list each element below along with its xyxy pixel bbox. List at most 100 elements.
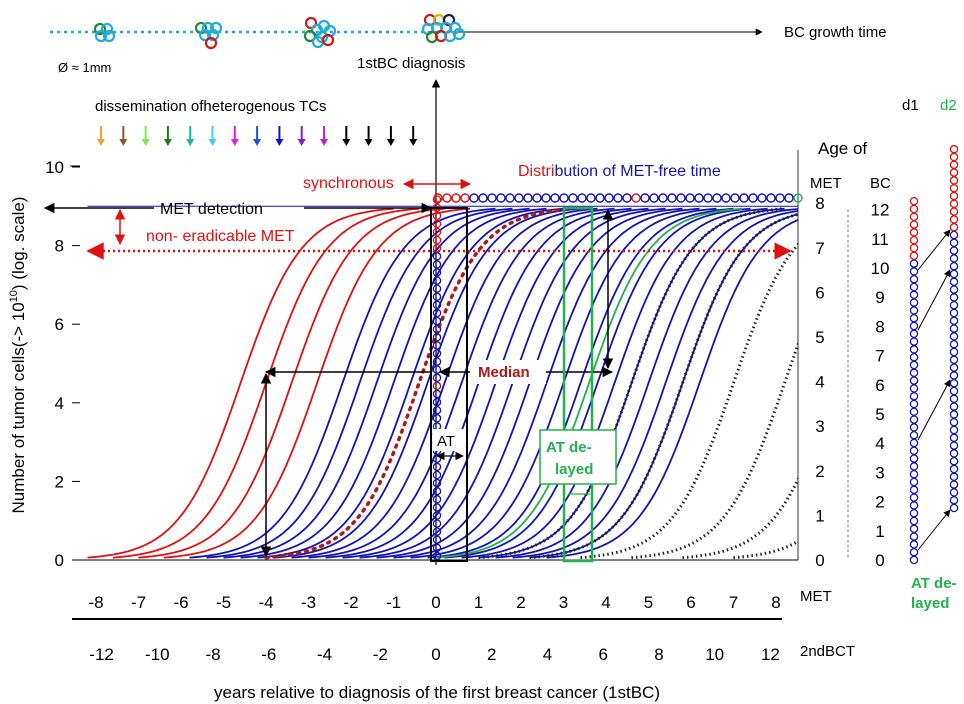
d1-circle [909,321,919,331]
x-tick-met: 0 [431,593,440,612]
x-tick-met: -8 [88,593,103,612]
vertical-circle [432,252,442,261]
age-met-tick: 5 [815,328,824,347]
dissemination-arrowhead [97,139,105,146]
tumor-cell [303,29,317,43]
vertical-circle [432,300,442,310]
tumor-cell [102,29,116,43]
x-tick-met: 1 [474,593,483,612]
x-tick-2ndbct: -12 [89,645,114,664]
d1-circle [909,259,919,268]
d1-circle [909,243,919,253]
distribution-circle [766,193,776,203]
distribution-circle [541,193,551,203]
d1-circle [909,204,919,214]
x-tick-met: 7 [729,593,738,612]
x-tick-2ndbct: 0 [431,645,440,664]
tumor-cell [204,36,218,50]
d2-circle [949,402,959,411]
x-tick-met: -5 [216,593,231,612]
blue-growth-curve [495,208,798,559]
blue-growth-curve [189,207,496,559]
distribution-circle [676,193,686,203]
tumor-cluster-2 [194,21,223,50]
age-met-ticks: 0 1 2 3 4 5 6 7 8 [815,194,849,570]
y-axis-label: Number of tumor cells(-> 1010) (log. sca… [8,197,28,514]
age-bc-tick: 3 [875,463,884,482]
vertical-circle [432,211,442,221]
tumor-cluster-4 [421,13,466,44]
at-box [430,207,468,562]
blue-growth-curve [427,207,734,559]
d2-circle [949,144,959,154]
age-bc-tick: 2 [875,493,884,512]
d1-circle [909,298,919,307]
blue-growth-curve [240,207,547,559]
age-bc-tick: 9 [875,288,884,307]
d2-circle [949,277,959,287]
dotted-delayed-curve [631,340,798,560]
d2-circle [949,199,959,209]
tumor-cell [206,28,220,42]
age-bc-tick: 5 [875,405,884,424]
vertical-circle [432,478,442,488]
x-tick-met: 6 [686,593,695,612]
d2-circle [949,480,959,489]
d1-circle [909,524,919,534]
distribution-circle [784,193,794,203]
d1-circle [909,384,919,393]
x-tick-met: -1 [386,593,401,612]
vertical-circle [432,276,442,285]
distribution-circle [748,193,758,203]
ladder-arrow [917,379,951,441]
x-tick-met: 2 [516,593,525,612]
distribution-circle [595,193,605,203]
age-met-tick: 4 [815,373,824,392]
vertical-circle [432,365,442,374]
y-tick-label: 4 [55,394,64,413]
d2-circle [949,191,959,201]
d2-circle [949,207,959,216]
dotted-delayed-curve [580,242,798,560]
d-ladder-arrows [917,229,951,551]
y-tick-label: 0 [55,551,64,570]
vertical-circle [432,381,442,391]
distribution-circle [586,193,596,203]
d1-circle [909,446,919,456]
d1-circle [909,360,919,370]
dissemination-arrowhead [342,139,351,146]
d2-circle [949,449,959,458]
dissemination-arrowhead [163,139,172,146]
blue-growth-curve [257,207,564,559]
d2-circle [949,456,959,466]
x-axis-2ndbct: -12 -10 -8 -6 -4 -2 0 2 4 6 8 10 12 [89,645,780,664]
d2-circle [949,495,959,505]
distribution-circle [721,193,731,203]
vertical-circle [432,551,442,561]
vertical-circle [432,503,442,512]
age-met-tick: 7 [815,239,824,258]
vertical-circle [432,414,442,423]
distribution-circle [505,193,515,203]
blue-growth-curve [444,207,751,559]
x-tick-2ndbct: 2 [487,645,496,664]
blue-growth-curve [274,207,581,559]
distribution-circle [685,193,695,203]
d1-circle [909,454,919,463]
distribution-circle [523,193,533,203]
d1-circle [909,290,919,300]
tumor-cell [94,29,108,43]
red-growth-curve [138,207,445,559]
d2-circle [949,324,959,333]
vertical-circle [432,219,442,229]
tumor-cell [93,22,107,36]
age-bc-tick: 6 [875,376,884,395]
synchronous-label: synchronous [303,175,394,192]
d2-circle [949,363,959,372]
median-label: Median [478,364,530,381]
vertical-circle [432,292,442,302]
d1-circle [909,477,919,487]
vertical-circle [432,341,442,350]
vertical-circle [432,543,442,553]
y-tick-label: 6 [55,315,64,334]
